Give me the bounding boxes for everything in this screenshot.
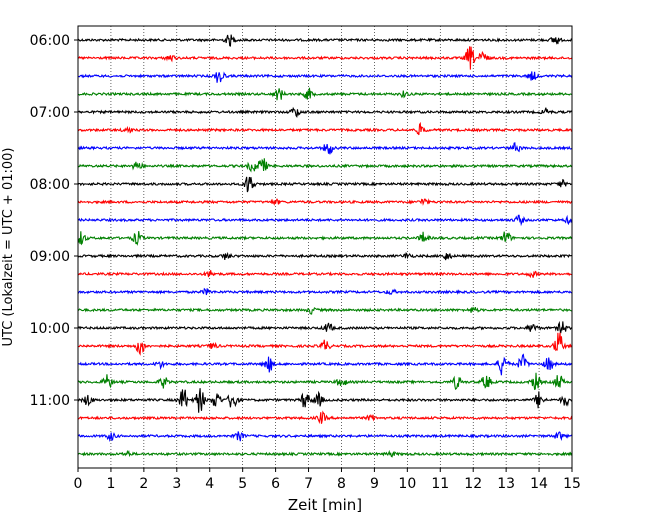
y-axis-label: UTC (Lokalzeit = UTC + 01:00) [1,148,16,347]
y-tick-label: 06:00 [30,33,70,49]
x-tick-label: 4 [205,476,214,492]
x-tick-label: 15 [563,476,581,492]
y-tick-label: 07:00 [30,105,70,121]
y-tick-label: 09:00 [30,249,70,265]
x-tick-label: 7 [304,476,313,492]
x-tick-label: 10 [398,476,416,492]
trace-0730 [77,142,573,155]
y-tick-label: 08:00 [30,177,70,193]
trace-0845 [77,231,573,246]
x-tick-label: 5 [238,476,247,492]
x-axis-ticks: 0 1 2 3 4 5 6 7 8 9 10 11 12 13 14 15 [74,468,581,492]
trace-1045 [77,372,573,391]
trace-0900 [77,251,573,261]
trace-0800 [77,176,573,193]
trace-0745 [77,158,573,173]
traces [77,34,573,458]
x-tick-label: 9 [370,476,379,492]
trace-1115 [77,410,573,425]
y-tick-label: 10:00 [30,321,70,337]
trace-1000 [77,320,573,334]
trace-0945 [78,306,573,315]
trace-0830 [77,214,573,227]
trace-1145 [77,449,573,458]
x-tick-label: 2 [139,476,148,492]
x-tick-label: 12 [464,476,482,492]
trace-0645 [77,87,573,101]
trace-0815 [77,198,573,206]
plot-frame [77,25,573,469]
x-tick-label: 3 [172,476,181,492]
trace-0915 [77,270,573,279]
x-tick-label: 1 [106,476,115,492]
x-axis-label: Zeit [min] [288,496,362,514]
x-tick-label: 11 [431,476,449,492]
trace-0700 [77,106,573,118]
x-tick-label: 13 [497,476,515,492]
trace-0615 [77,46,573,70]
x-tick-label: 6 [271,476,280,492]
y-tick-label: 11:00 [30,393,70,409]
y-axis-ticks: 06:00 07:00 08:00 09:00 10:00 11:00 [30,33,78,409]
x-tick-label: 0 [74,476,83,492]
x-tick-label: 8 [337,476,346,492]
trace-0930 [77,287,573,296]
x-tick-label: 14 [530,476,548,492]
trace-1130 [77,431,573,443]
trace-0630 [77,71,573,83]
trace-1100 [77,388,573,413]
trace-1030 [77,353,573,376]
trace-0715 [77,121,573,136]
trace-1015 [77,332,573,356]
trace-0600 [77,34,573,47]
